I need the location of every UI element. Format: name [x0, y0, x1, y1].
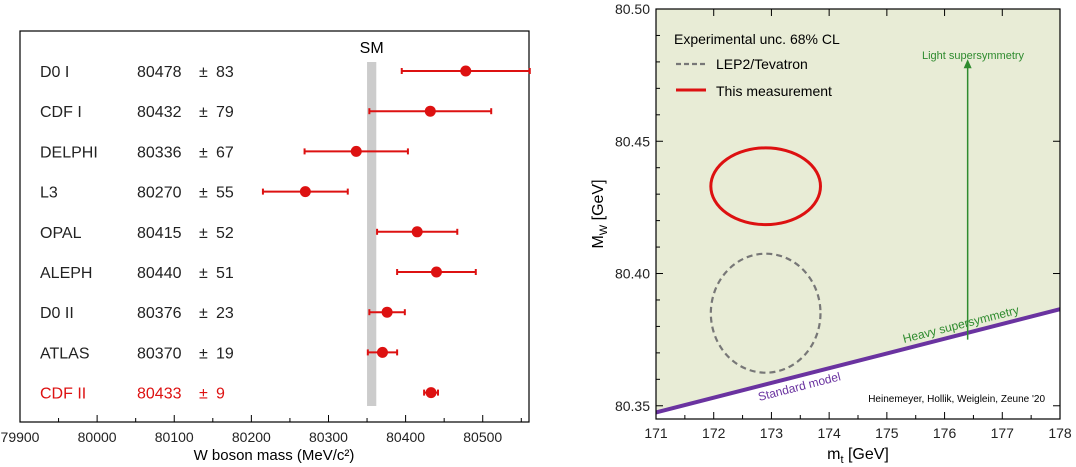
x-tick-label: 79900 [1, 429, 40, 445]
this-measurement-ellipse [709, 146, 822, 227]
row-value: 80478 [137, 64, 182, 81]
row-error: 52 [216, 225, 234, 242]
row-pm: ± [199, 386, 208, 403]
x-tick-label: 174 [817, 425, 841, 441]
row-error: 23 [216, 305, 234, 322]
right-y-axis-label: MW [GeV] [590, 179, 610, 248]
legend-title: Experimental unc. 68% CL [674, 31, 840, 47]
x-tick-label: 80400 [386, 429, 425, 445]
row-label: CDF II [40, 386, 86, 403]
x-tick-label: 178 [1048, 425, 1072, 441]
data-point [460, 65, 472, 77]
row-value: 80376 [137, 305, 182, 322]
row-value: 80433 [137, 386, 182, 403]
row-pm: ± [199, 64, 208, 81]
data-point [350, 145, 362, 157]
x-tick-label: 80000 [78, 429, 117, 445]
x-tick-label: 172 [702, 425, 726, 441]
sm-band [367, 62, 377, 406]
data-point [376, 346, 388, 358]
row-label: ATLAS [40, 345, 90, 362]
row-pm: ± [199, 305, 208, 322]
row-value: 80432 [137, 104, 182, 121]
y-tick-label: 80.35 [615, 398, 650, 414]
allowed-region-fill [656, 9, 1060, 413]
right-x-axis-label: mt [GeV] [827, 446, 889, 466]
row-pm: ± [199, 345, 208, 362]
row-value: 80270 [137, 185, 182, 202]
legend-solid-label: This measurement [716, 83, 832, 99]
row-error: 79 [216, 104, 234, 121]
row-error: 51 [216, 265, 234, 282]
row-label: D0 I [40, 64, 69, 81]
row-value: 80415 [137, 225, 182, 242]
x-tick-label: 173 [760, 425, 784, 441]
row-error: 9 [216, 386, 225, 403]
data-point [425, 387, 437, 399]
left-plot-frame [19, 30, 530, 423]
row-pm: ± [199, 185, 208, 202]
legend-dashed-label: LEP2/Tevatron [716, 56, 808, 72]
row-pm: ± [199, 225, 208, 242]
data-point [381, 306, 393, 318]
row-pm: ± [199, 265, 208, 282]
x-tick-label: 80300 [309, 429, 348, 445]
row-value: 80440 [137, 265, 182, 282]
row-pm: ± [199, 144, 208, 161]
row-value: 80336 [137, 144, 182, 161]
sm-label: SM [360, 40, 384, 57]
row-label: D0 II [40, 305, 74, 322]
right-contour-plot: 171 172 173 174 175 176 177 178 80.35 80.40 80.45 8… [590, 1, 1072, 466]
left-x-axis-label: W boson mass (MeV/c²) [194, 447, 355, 464]
susy-arrow-head [963, 59, 972, 69]
row-label: ALEPH [40, 265, 92, 282]
x-tick-label: 177 [991, 425, 1015, 441]
data-point [430, 266, 442, 278]
standard-model-line [656, 307, 1060, 415]
light-susy-label: Light supersymmetry [922, 50, 1025, 62]
row-pm: ± [199, 104, 208, 121]
y-tick-label: 80.50 [615, 1, 650, 17]
row-label: OPAL [40, 225, 82, 242]
x-tick-label: 80200 [232, 429, 271, 445]
y-tick-label: 80.45 [615, 133, 650, 149]
y-tick-label: 80.40 [615, 266, 650, 282]
row-error: 83 [216, 64, 234, 81]
left-forest-plot: SM D0 I 80478 ±83 CDF I 80432 ±79 DELPHI 80336 ±… [1, 30, 531, 464]
row-error: 19 [216, 345, 234, 362]
row-error: 67 [216, 144, 234, 161]
data-point [411, 226, 423, 238]
data-point [424, 105, 436, 117]
credit-text: Heinemeyer, Hollik, Weiglein, Zeune '20 [868, 394, 1045, 405]
row-label: CDF I [40, 104, 82, 121]
data-point [299, 186, 311, 198]
row-label: DELPHI [40, 144, 98, 161]
x-tick-label: 80100 [155, 429, 194, 445]
x-tick-label: 176 [933, 425, 957, 441]
row-label: L3 [40, 185, 58, 202]
x-tick-label: 175 [875, 425, 899, 441]
lep2-tevatron-ellipse [709, 252, 822, 374]
row-error: 55 [216, 185, 234, 202]
x-tick-label: 171 [644, 425, 668, 441]
row-value: 80370 [137, 345, 182, 362]
x-tick-label: 80500 [463, 429, 502, 445]
